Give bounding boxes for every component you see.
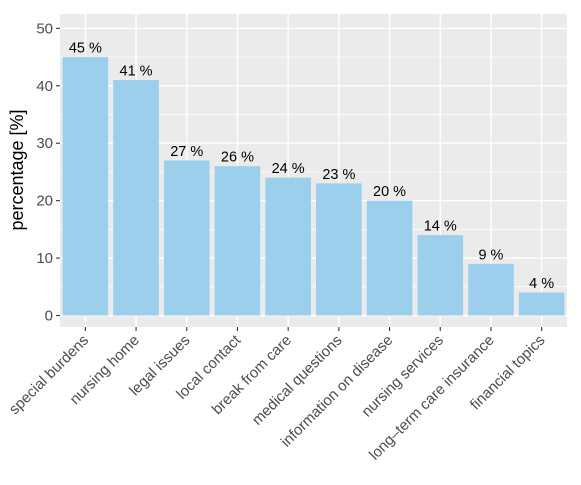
data-label: 4 % xyxy=(529,276,554,292)
bar xyxy=(417,235,464,316)
bar xyxy=(113,80,159,316)
bar xyxy=(265,177,311,316)
data-label: 9 % xyxy=(478,247,503,263)
bar xyxy=(366,200,413,316)
data-label: 20 % xyxy=(373,184,406,200)
y-axis-title: percentage [%] xyxy=(7,109,27,230)
bar xyxy=(163,160,210,316)
data-label: 26 % xyxy=(221,150,254,166)
bar xyxy=(62,57,109,316)
data-labels: 45 % 41 % 27 % 26 % 24 % 23 % 20 % 14 % 9 % 4 % xyxy=(69,41,554,292)
y-tick-label: 10 xyxy=(36,250,53,267)
y-tick-label: 40 xyxy=(36,78,53,95)
y-tick-label: 20 xyxy=(36,193,53,210)
data-label: 41 % xyxy=(120,64,153,80)
bar xyxy=(518,292,565,316)
data-label: 23 % xyxy=(322,167,355,183)
bar xyxy=(468,263,514,316)
y-tick-label: 30 xyxy=(36,135,53,152)
x-tick-label: medical questions xyxy=(249,332,346,429)
data-label: 14 % xyxy=(424,219,457,235)
bars xyxy=(62,57,565,316)
bar xyxy=(316,183,362,316)
data-label: 27 % xyxy=(170,144,203,160)
data-label: 24 % xyxy=(272,161,305,177)
y-axis: 0 10 20 30 40 50 xyxy=(36,20,60,325)
y-tick-label: 0 xyxy=(45,308,53,325)
data-label: 45 % xyxy=(69,41,102,57)
bar xyxy=(214,166,261,316)
y-tick-label: 50 xyxy=(36,20,53,37)
